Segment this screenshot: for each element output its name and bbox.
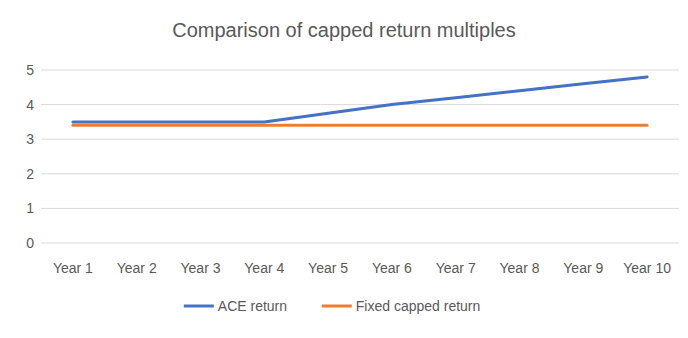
grid-line [41,243,679,244]
y-tick-label: 1 [26,200,34,216]
x-tick-label: Year 10 [623,260,671,276]
x-tick-label: Year 2 [117,260,157,276]
legend-swatch [184,305,214,308]
grid-line [41,139,679,140]
legend-label: ACE return [218,298,287,314]
legend-swatch [322,305,352,308]
y-tick-label: 3 [26,131,34,147]
line-series [73,124,647,127]
x-tick-label: Year 5 [308,260,348,276]
x-tick-label: Year 3 [181,260,221,276]
y-tick-label: 4 [26,97,34,113]
chart-container: Comparison of capped return multiples 0 1 2… [0,0,688,338]
x-tick-label: Year 7 [436,260,476,276]
grid-line [41,104,679,105]
y-tick-label: 0 [26,235,34,251]
grid-line [41,208,679,209]
x-tick-label: Year 9 [563,260,603,276]
x-tick-label: Year 6 [372,260,412,276]
grid-line [41,70,679,71]
background [0,0,688,338]
chart-title: Comparison of capped return multiples [172,19,516,41]
chart-svg: Comparison of capped return multiples 0 1 2… [0,0,688,338]
x-tick-label: Year 1 [53,260,93,276]
x-tick-label: Year 4 [244,260,284,276]
y-tick-label: 5 [26,62,34,78]
x-tick-label: Year 8 [500,260,540,276]
line-series [73,77,647,122]
grid-line [41,173,679,174]
y-tick-label: 2 [26,166,34,182]
legend-label: Fixed capped return [356,298,481,314]
plot-area [73,77,647,125]
